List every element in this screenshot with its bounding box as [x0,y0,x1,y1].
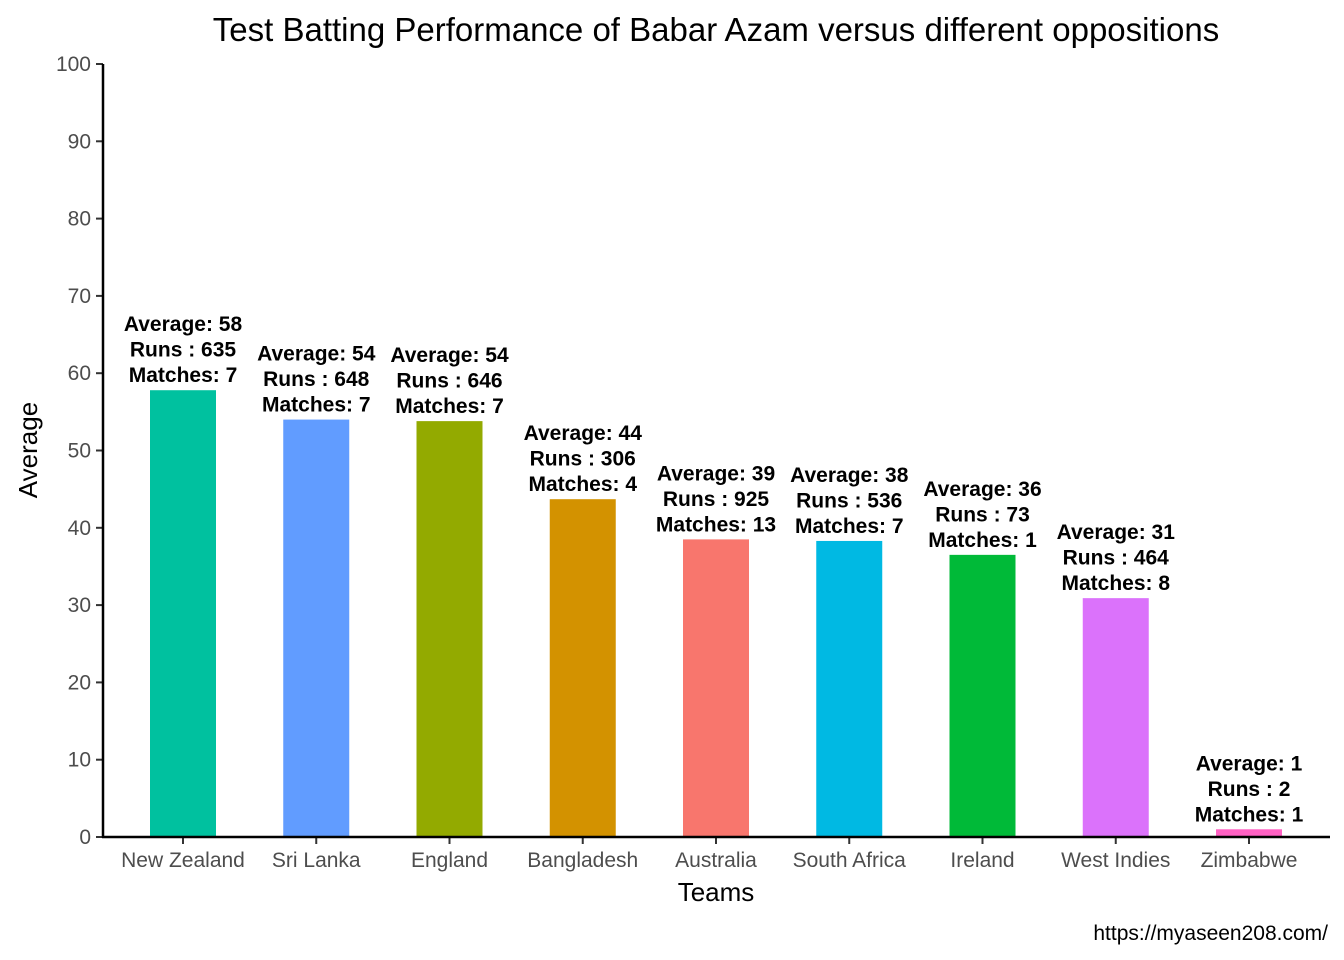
x-axis-title: Teams [678,877,755,907]
x-tick-label: Sri Lanka [272,849,361,872]
data-label: Runs : 536 [796,489,902,512]
y-tick-label: 50 [68,440,91,463]
x-tick-label: Zimbabwe [1201,849,1298,872]
x-tick-label: Ireland [950,849,1014,872]
y-tick-label: 60 [68,362,91,385]
data-label: Runs : 464 [1063,547,1170,570]
y-axis-title: Average [13,402,43,498]
bar-bangladesh [549,499,616,837]
data-label: Average: 58 [124,313,243,336]
y-tick-label: 100 [56,53,91,76]
x-tick-label: England [411,849,488,872]
data-label: Matches: 1 [1195,803,1304,826]
data-label: Matches: 7 [129,364,238,387]
data-label: Average: 54 [390,344,509,367]
x-tick-label: New Zealand [121,849,245,872]
data-label: Runs : 646 [396,370,502,393]
x-tick-label: Australia [675,849,757,872]
y-tick-label: 40 [68,517,91,540]
y-tick-label: 10 [68,749,91,772]
data-label: Average: 36 [923,478,1041,501]
bar-south-africa [816,540,883,837]
data-label: Average: 39 [657,462,775,485]
data-label: Average: 44 [524,422,643,445]
bar-england [416,421,483,837]
data-label: Matches: 8 [1061,572,1170,595]
bar-zimbabwe [1216,829,1282,837]
y-tick-label: 0 [79,826,91,849]
data-label: Average: 1 [1196,752,1303,775]
data-label: Matches: 1 [928,529,1037,552]
data-label: Matches: 4 [528,473,637,496]
x-tick-label: West Indies [1061,849,1170,872]
y-tick-label: 20 [68,671,91,694]
x-axis: New Zealand Sri Lanka England Bangladesh Aus… [102,835,1330,872]
x-tick-label: Bangladesh [527,849,638,872]
bars-group [150,390,1282,837]
data-label: Matches: 7 [395,395,504,418]
y-tick-label: 90 [68,130,91,153]
data-label: Runs : 73 [935,503,1030,526]
data-label: Runs : 635 [130,339,237,362]
bar-australia [683,539,749,837]
data-label: Matches: 7 [262,394,371,417]
x-tick-label: South Africa [793,849,907,872]
bar-new-zealand [150,390,216,837]
bar-west-indies [1082,598,1149,837]
y-axis: 0 10 20 30 40 50 60 70 80 90 100 [56,53,105,849]
data-label: Average: 38 [790,464,909,487]
data-label: Average: 31 [1057,521,1176,544]
data-label: Runs : 306 [530,448,636,471]
data-label: Matches: 7 [795,515,904,538]
chart-title: Test Batting Performance of Babar Azam v… [213,11,1219,48]
y-tick-label: 70 [68,285,91,308]
data-label: Runs : 2 [1208,778,1291,801]
data-label: Runs : 648 [263,368,370,391]
data-label: Average: 54 [257,343,376,366]
data-label: Matches: 13 [656,513,776,536]
y-tick-label: 30 [68,594,91,617]
bar-sri-lanka [283,419,350,837]
source-caption: https://myaseen208.com/ [1093,922,1328,945]
bar-ireland [949,554,1016,837]
y-tick-label: 80 [68,208,91,231]
data-label: Runs : 925 [663,488,770,511]
